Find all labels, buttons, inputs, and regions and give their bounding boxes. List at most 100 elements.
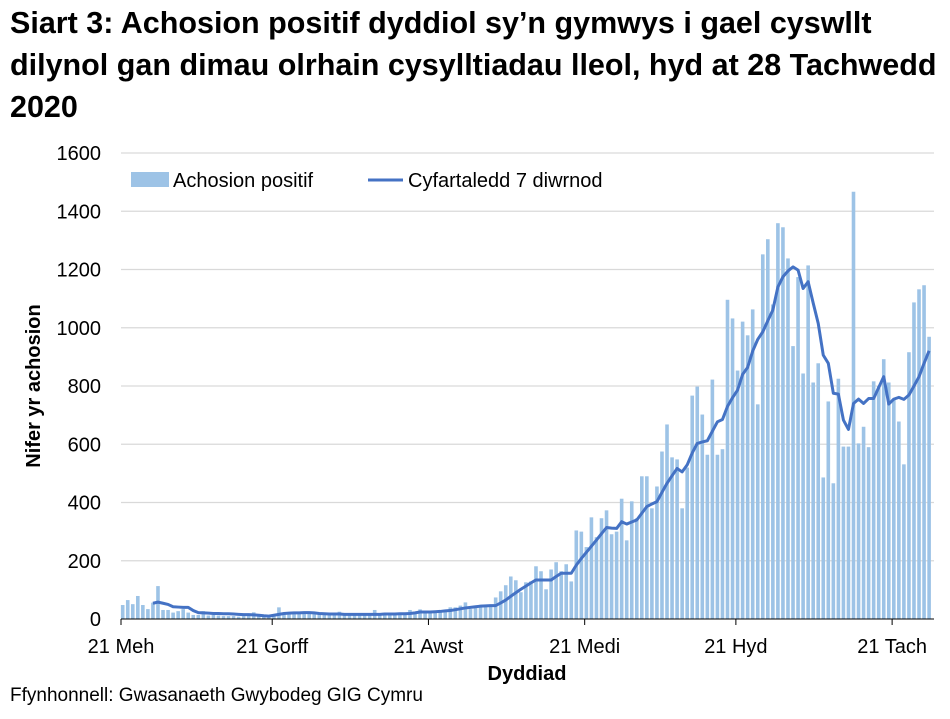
bar <box>478 604 483 619</box>
legend-label-bars: Achosion positif <box>173 170 314 192</box>
bar <box>922 285 926 619</box>
bar <box>640 476 644 619</box>
bar <box>594 537 599 619</box>
bar <box>645 476 649 619</box>
bar <box>347 614 352 619</box>
bar <box>186 612 191 619</box>
bar <box>902 464 906 619</box>
bar <box>665 424 669 619</box>
bar <box>589 517 594 619</box>
bar <box>700 414 705 619</box>
legend-label-line: Cyfartaledd 7 diwrnod <box>408 170 603 192</box>
y-axis-ticks: 0 200 400 600 800 1000 1200 1400 1600 <box>57 143 102 631</box>
bar <box>871 381 876 619</box>
bar <box>609 534 614 619</box>
bar <box>730 318 735 619</box>
bar <box>292 612 296 619</box>
bar <box>574 530 579 619</box>
bar <box>831 483 836 619</box>
y-tick-label: 1400 <box>57 201 102 223</box>
bar <box>776 223 780 619</box>
bar <box>912 302 916 619</box>
bar <box>766 239 770 619</box>
bar <box>619 498 624 619</box>
bar <box>720 449 725 619</box>
bar <box>569 581 574 619</box>
bar <box>398 614 402 619</box>
bar <box>352 614 357 619</box>
bar <box>524 582 528 619</box>
bar <box>453 607 458 619</box>
bar <box>917 289 921 619</box>
bar <box>856 443 861 619</box>
seven-day-average-line <box>152 265 931 618</box>
bar <box>529 581 533 619</box>
bar <box>821 477 826 619</box>
bar <box>892 399 896 619</box>
bar <box>282 614 286 619</box>
bar <box>287 612 291 619</box>
bar <box>897 421 901 619</box>
bar <box>357 615 362 619</box>
bar <box>393 613 397 619</box>
x-tick-label: 21 Medi <box>549 636 620 658</box>
bar <box>241 616 246 619</box>
bar <box>377 614 382 619</box>
bar-series <box>120 191 931 620</box>
bar <box>796 277 800 619</box>
bar <box>423 610 427 619</box>
bar <box>196 614 201 619</box>
bar <box>745 335 750 619</box>
y-tick-label: 1000 <box>57 318 102 340</box>
bar <box>312 613 317 619</box>
bar <box>297 613 301 619</box>
legend-bar-swatch <box>131 172 169 187</box>
bar <box>715 454 720 619</box>
x-axis-ticks: 21 Meh 21 Gorff 21 Awst 21 Medi 21 Hyd 21 Tac… <box>88 619 927 658</box>
bar <box>256 616 261 619</box>
bar <box>695 386 700 619</box>
y-tick-label: 600 <box>68 434 101 456</box>
x-axis-label: Dyddiad <box>488 663 567 685</box>
bar <box>473 605 478 619</box>
bar <box>927 336 931 619</box>
bar <box>181 609 185 619</box>
bar <box>161 609 165 619</box>
bar <box>599 518 604 619</box>
bar <box>141 605 145 619</box>
bar <box>846 446 851 619</box>
bar <box>634 518 639 619</box>
bar <box>332 612 337 619</box>
chart-title: Siart 3: Achosion positif dyddiol sy’n g… <box>10 6 937 124</box>
bar <box>670 457 674 619</box>
x-tick-label: 21 Gorff <box>236 636 308 658</box>
bar <box>428 610 432 619</box>
x-tick-label: 21 Hyd <box>704 636 767 658</box>
bar <box>559 571 563 619</box>
bar <box>579 531 584 620</box>
bar <box>382 614 387 619</box>
bar <box>801 373 805 619</box>
bar <box>604 510 609 619</box>
bar <box>272 616 276 619</box>
bar <box>236 616 241 619</box>
bar <box>740 321 745 619</box>
bar <box>705 454 710 619</box>
legend: Achosion positif Cyfartaledd 7 diwrnod <box>131 170 603 192</box>
bar <box>176 611 180 619</box>
bar <box>262 616 266 619</box>
bar <box>886 382 891 619</box>
bar <box>564 564 569 619</box>
bar <box>624 540 629 619</box>
bar <box>317 614 322 619</box>
bar <box>136 595 140 619</box>
bar <box>231 616 236 619</box>
y-tick-label: 1600 <box>57 143 102 165</box>
bar <box>750 309 755 619</box>
x-tick-label: 21 Tach <box>857 636 927 658</box>
bar <box>443 612 448 619</box>
bar <box>367 614 372 619</box>
bar <box>710 379 715 619</box>
bar <box>327 613 332 619</box>
